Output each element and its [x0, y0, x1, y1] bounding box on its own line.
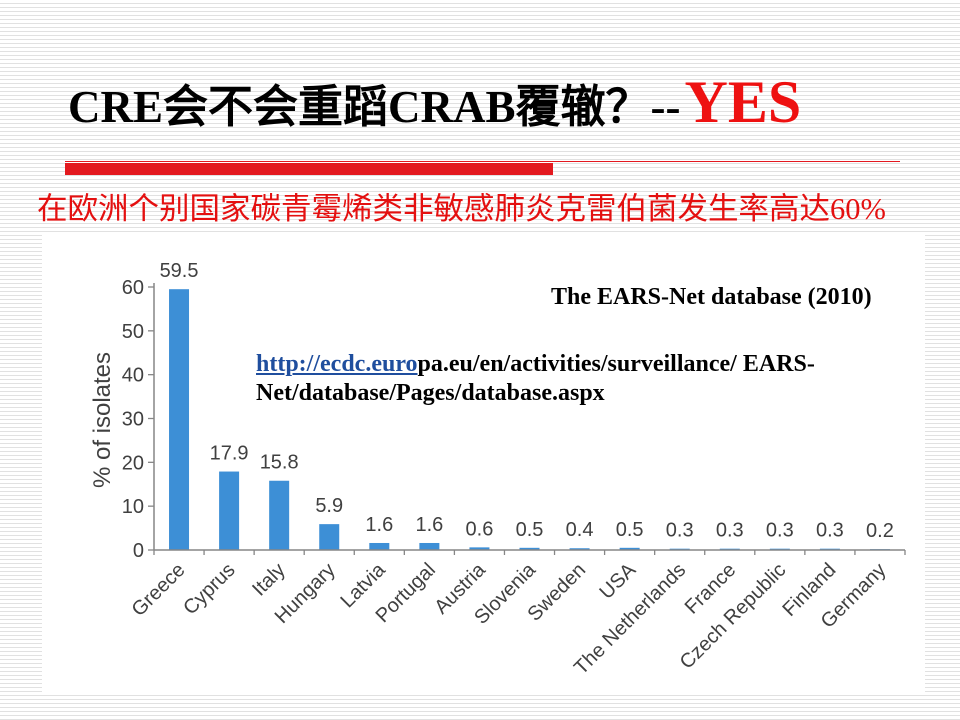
- x-tick-label-italy: Italy: [248, 559, 289, 600]
- title-underline-bar: [65, 163, 553, 175]
- value-label-cyprus: 17.9: [210, 443, 249, 465]
- x-tick-label-cyprus: Cyprus: [179, 559, 239, 619]
- value-label-germany: 0.2: [866, 520, 894, 542]
- y-tick-label: 10: [122, 496, 144, 518]
- value-label-italy: 15.8: [260, 452, 299, 474]
- value-label-slovenia: 0.5: [516, 519, 544, 541]
- y-tick-label: 60: [122, 277, 144, 299]
- value-label-finland: 0.3: [816, 520, 844, 542]
- title-emphasis: YES: [684, 69, 802, 135]
- bar-hungary: [319, 524, 340, 550]
- y-tick-label: 30: [122, 409, 144, 431]
- source-url-line-1-rest: pa.eu/en/activities/surveillance/ EARS-: [417, 351, 815, 377]
- y-tick-label: 20: [122, 452, 144, 474]
- bar-austria: [469, 547, 490, 550]
- bar-latvia: [369, 542, 390, 550]
- value-label-latvia: 1.6: [365, 514, 393, 536]
- y-tick-label: 0: [133, 540, 144, 562]
- y-tick-label: 50: [122, 321, 144, 343]
- value-label-hungary: 5.9: [315, 495, 343, 517]
- x-tick-label-greece: Greece: [128, 559, 190, 621]
- bar-portugal: [419, 542, 440, 550]
- slide-subtitle: 在欧洲个别国家碳青霉烯类非敏感肺炎克雷伯菌发生率高达60%: [37, 192, 886, 226]
- value-label-usa: 0.5: [616, 519, 644, 541]
- x-tick-label-usa: USA: [596, 559, 641, 604]
- source-url-line-1: http://ecdc.europa.eu/en/activities/surv…: [256, 350, 815, 379]
- source-url-line-2: Net/database/Pages/database.aspx: [256, 380, 605, 406]
- y-axis-title: % of isolates: [89, 352, 116, 488]
- bar-usa: [619, 547, 640, 550]
- chart-title: The EARS-Net database (2010): [551, 284, 872, 310]
- bar-italy: [269, 480, 290, 550]
- bar-sweden: [569, 548, 590, 550]
- bar-slovenia: [519, 547, 540, 550]
- value-label-austria: 0.6: [466, 518, 494, 540]
- value-label-the-netherlands: 0.3: [666, 520, 694, 542]
- value-label-greece: 59.5: [160, 260, 199, 282]
- title-text: CRE会不会重蹈CRAB覆辙？--: [68, 82, 681, 132]
- chart-panel: 0 10 20 30 40 50 60 59.5 Greece 17.9 Cyprus 15.8 Ita…: [42, 235, 925, 695]
- source-url-link[interactable]: http://ecdc.euro: [256, 351, 418, 377]
- y-tick-label: 40: [122, 365, 144, 387]
- value-label-france: 0.3: [716, 520, 744, 542]
- slide-title: CRE会不会重蹈CRAB覆辙？--YES: [68, 72, 801, 142]
- value-label-sweden: 0.4: [566, 519, 594, 541]
- value-label-czech-republic: 0.3: [766, 520, 794, 542]
- value-label-portugal: 1.6: [415, 514, 443, 536]
- source-url: http://ecdc.europa.eu/en/activities/surv…: [256, 350, 815, 408]
- bar-greece: [169, 289, 190, 550]
- bar-chart: 0 10 20 30 40 50 60 59.5 Greece 17.9 Cyprus 15.8 Ita…: [89, 260, 906, 679]
- title-underline-thin: [65, 161, 900, 162]
- bar-cyprus: [219, 471, 240, 550]
